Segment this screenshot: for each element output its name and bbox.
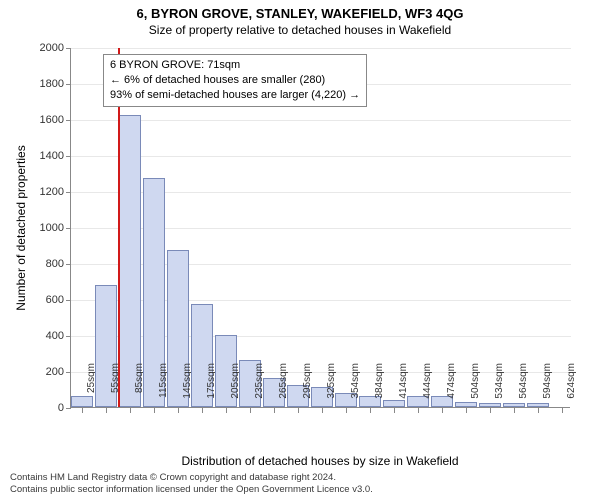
y-tick-label: 2000 xyxy=(24,42,64,54)
annotation-line: 6 BYRON GROVE: 71sqm xyxy=(110,58,360,73)
x-tick xyxy=(250,408,251,413)
y-tick-label: 200 xyxy=(24,366,64,378)
y-tick-label: 1600 xyxy=(24,114,64,126)
y-tick xyxy=(66,408,71,409)
x-tick xyxy=(82,408,83,413)
x-tick xyxy=(514,408,515,413)
y-tick-label: 400 xyxy=(24,330,64,342)
y-tick xyxy=(66,228,71,229)
y-tick xyxy=(66,84,71,85)
y-tick-label: 0 xyxy=(24,402,64,414)
footer-attribution: Contains HM Land Registry data © Crown c… xyxy=(10,472,373,496)
x-tick xyxy=(418,408,419,413)
x-tick xyxy=(274,408,275,413)
y-tick xyxy=(66,48,71,49)
x-tick-label: 624sqm xyxy=(566,363,577,413)
x-tick xyxy=(178,408,179,413)
y-tick xyxy=(66,156,71,157)
x-tick xyxy=(154,408,155,413)
page-subtitle: Size of property relative to detached ho… xyxy=(0,23,600,37)
x-tick xyxy=(346,408,347,413)
y-tick xyxy=(66,336,71,337)
y-tick-label: 1800 xyxy=(24,78,64,90)
histogram-chart: 020040060080010001200140016001800200025s… xyxy=(70,48,570,408)
footer-line: Contains public sector information licen… xyxy=(10,484,373,496)
x-tick xyxy=(442,408,443,413)
x-tick xyxy=(538,408,539,413)
gridline xyxy=(71,48,571,49)
x-tick xyxy=(394,408,395,413)
x-tick xyxy=(130,408,131,413)
x-tick xyxy=(370,408,371,413)
x-tick xyxy=(466,408,467,413)
x-tick-label: 594sqm xyxy=(542,363,553,413)
y-tick xyxy=(66,120,71,121)
x-axis-label: Distribution of detached houses by size … xyxy=(70,454,570,468)
y-tick-label: 800 xyxy=(24,258,64,270)
x-tick xyxy=(490,408,491,413)
gridline xyxy=(71,120,571,121)
annotation-box: 6 BYRON GROVE: 71sqm← 6% of detached hou… xyxy=(103,54,367,107)
x-tick xyxy=(226,408,227,413)
y-tick xyxy=(66,192,71,193)
x-tick xyxy=(202,408,203,413)
x-tick xyxy=(298,408,299,413)
y-tick xyxy=(66,372,71,373)
x-tick xyxy=(562,408,563,413)
y-tick-label: 1400 xyxy=(24,150,64,162)
x-tick xyxy=(106,408,107,413)
y-tick-label: 600 xyxy=(24,294,64,306)
y-tick-label: 1000 xyxy=(24,222,64,234)
footer-line: Contains HM Land Registry data © Crown c… xyxy=(10,472,373,484)
annotation-line: ← 6% of detached houses are smaller (280… xyxy=(110,73,360,88)
plot-area: 020040060080010001200140016001800200025s… xyxy=(70,48,570,408)
y-tick xyxy=(66,264,71,265)
annotation-line: 93% of semi-detached houses are larger (… xyxy=(110,88,360,103)
y-tick-label: 1200 xyxy=(24,186,64,198)
gridline xyxy=(71,156,571,157)
x-tick xyxy=(322,408,323,413)
y-tick xyxy=(66,300,71,301)
page-title: 6, BYRON GROVE, STANLEY, WAKEFIELD, WF3 … xyxy=(0,6,600,21)
